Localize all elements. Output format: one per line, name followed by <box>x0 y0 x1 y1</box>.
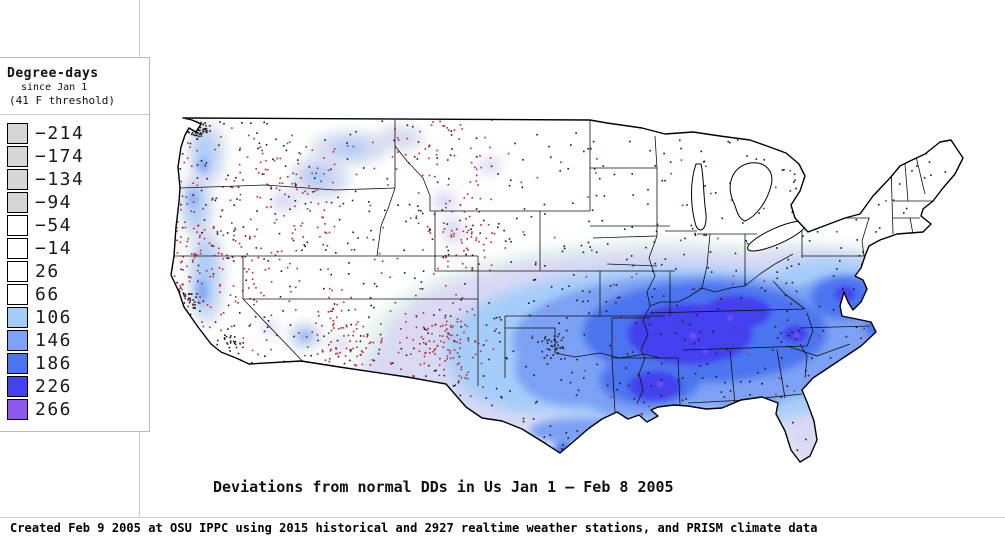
map-svg <box>170 117 964 463</box>
legend-swatch <box>7 123 28 144</box>
legend-item: −214 <box>7 122 149 145</box>
legend-value: 226 <box>35 375 73 397</box>
legend-value: −14 <box>35 237 73 259</box>
map-caption: Deviations from normal DDs in Us Jan 1 —… <box>213 478 674 496</box>
legend-value: 26 <box>35 260 60 282</box>
legend-item: −134 <box>7 168 149 191</box>
legend-items: −214 −174 −134 −94 −54 −14 26 66 106 146 186 226 266 <box>0 115 149 421</box>
legend-swatch <box>7 169 28 190</box>
footer-divider <box>0 517 1005 518</box>
us-deviation-map <box>145 106 1005 472</box>
legend-swatch <box>7 261 28 282</box>
legend-item: −54 <box>7 214 149 237</box>
legend-item: −94 <box>7 191 149 214</box>
us-outline <box>170 117 964 463</box>
lake-ontario <box>802 197 844 215</box>
lake-michigan <box>691 163 707 231</box>
legend-item: 266 <box>7 398 149 421</box>
legend-value: 66 <box>35 283 60 305</box>
legend-value: 106 <box>35 306 73 328</box>
legend-swatch <box>7 215 28 236</box>
legend-title: Degree-days <box>7 66 99 81</box>
legend-item: 106 <box>7 306 149 329</box>
legend-subtitle: since Jan 1 <box>21 82 88 93</box>
legend-swatch <box>7 330 28 351</box>
state-borders <box>173 120 933 413</box>
legend-item: 146 <box>7 329 149 352</box>
footer-text: Created Feb 9 2005 at OSU IPPC using 201… <box>10 521 818 535</box>
legend-item: −14 <box>7 237 149 260</box>
legend-swatch <box>7 399 28 420</box>
legend-swatch <box>7 284 28 305</box>
legend-swatch <box>7 353 28 374</box>
legend-swatch <box>7 307 28 328</box>
legend-item: −174 <box>7 145 149 168</box>
legend-value: −214 <box>35 122 85 144</box>
legend-value: 186 <box>35 352 73 374</box>
legend-value: −94 <box>35 191 73 213</box>
legend-box: Degree-days since Jan 1 (41 F threshold)… <box>0 57 150 432</box>
legend-value: −134 <box>35 168 85 190</box>
legend-swatch <box>7 238 28 259</box>
legend-item: 186 <box>7 352 149 375</box>
legend-item: 226 <box>7 375 149 398</box>
legend-value: 266 <box>35 398 73 420</box>
legend-value: 146 <box>35 329 73 351</box>
legend-item: 66 <box>7 283 149 306</box>
legend-header: Degree-days since Jan 1 (41 F threshold) <box>0 58 149 107</box>
legend-value: −54 <box>35 214 73 236</box>
legend-swatch <box>7 146 28 167</box>
legend-swatch <box>7 376 28 397</box>
legend-item: 26 <box>7 260 149 283</box>
legend-threshold: (41 F threshold) <box>9 94 115 107</box>
legend-swatch <box>7 192 28 213</box>
legend-separator <box>0 114 149 115</box>
lake-huron <box>729 162 773 222</box>
legend-value: −174 <box>35 145 85 167</box>
